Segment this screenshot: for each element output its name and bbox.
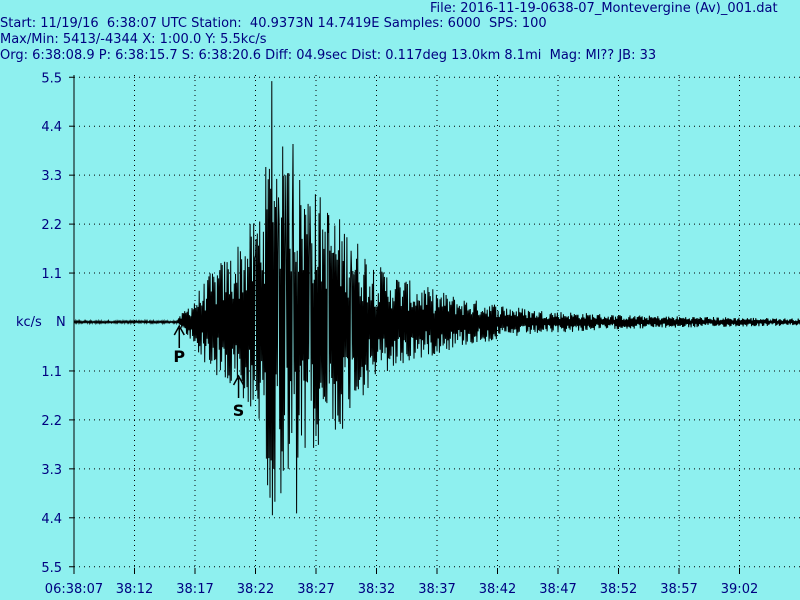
x-tick-label: 38:12 — [116, 582, 153, 597]
arrow-up-icon — [173, 324, 185, 348]
x-tick-label: 38:42 — [479, 582, 516, 597]
y-axis-label: kc/s — [16, 315, 42, 330]
x-tick-label: 38:22 — [237, 582, 274, 597]
x-tick-label: 38:47 — [539, 582, 576, 597]
x-tick-label: 38:32 — [358, 582, 395, 597]
channel-label: N — [56, 315, 66, 330]
phase-marker-s: S — [232, 374, 245, 420]
y-tick-label: 5.5 — [41, 561, 62, 576]
x-tick-label: 06:38:07 — [45, 582, 103, 597]
x-tick-label: 38:57 — [660, 582, 697, 597]
x-tick-label: 38:37 — [418, 582, 455, 597]
x-tick-label: 38:17 — [176, 582, 213, 597]
y-tick-label: 4.4 — [41, 120, 62, 135]
grid — [73, 75, 800, 568]
file-name: File: 2016-11-19-0638-07_Montevergine (A… — [430, 1, 778, 16]
y-tick-label: 5.5 — [41, 71, 62, 86]
x-tick-label: 38:27 — [297, 582, 334, 597]
phase-markers: PS — [173, 324, 245, 420]
start-info: Start: 11/19/16 6:38:07 UTC Station: 40.… — [0, 16, 547, 31]
y-tick-label: 2.2 — [41, 414, 62, 429]
y-tick-label: 2.2 — [41, 218, 62, 233]
arrow-up-icon — [232, 374, 245, 398]
y-tick-label: 3.3 — [41, 169, 62, 184]
waveform-trace — [73, 81, 800, 516]
y-tick-label: 4.4 — [41, 512, 62, 527]
phase-marker-label: S — [233, 401, 245, 420]
y-tick-label: 1.1 — [41, 267, 62, 282]
y-axis: 5.5 4.4 3.3 2.2 1.1 1.1 2.2 3.3 4.4 5.5 — [41, 71, 74, 576]
origin-info: Org: 6:38:08.9 P: 6:38:15.7 S: 6:38:20.6… — [0, 48, 657, 63]
y-tick-label: 1.1 — [41, 365, 62, 380]
x-tick-label: 39:02 — [721, 582, 758, 597]
max-min-info: Max/Min: 5413/-4344 X: 1:00.0 Y: 5.5kc/s — [0, 32, 267, 47]
x-tick-label: 38:52 — [600, 582, 637, 597]
y-tick-label: 3.3 — [41, 463, 62, 478]
x-axis: 06:38:07 38:12 38:17 38:22 38:27 38:32 38:37 38… — [45, 568, 758, 597]
phase-marker-p: P — [173, 324, 185, 366]
phase-marker-label: P — [173, 347, 185, 366]
